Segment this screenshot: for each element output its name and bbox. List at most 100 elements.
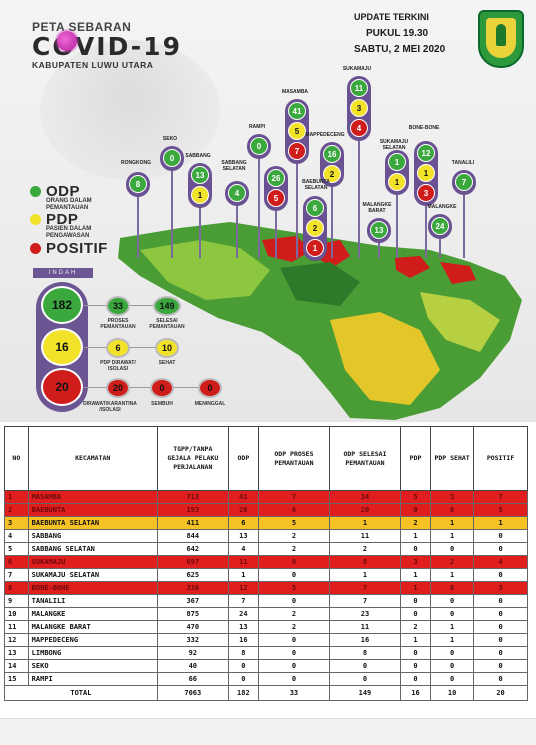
table-cell: SABBANG: [27, 529, 158, 543]
table-cell: 1: [328, 516, 401, 530]
table-cell: 11: [4, 620, 29, 634]
total-cell: TOTAL: [4, 685, 158, 701]
pin-stick: [137, 193, 139, 258]
pin-value: 41: [288, 102, 306, 120]
legend-pdp-label: PDP: [46, 211, 79, 228]
pin-label: MASAMBA: [281, 89, 309, 95]
table-cell: SUKAMAJU SELATAN: [27, 568, 158, 582]
district-pin: 41 5 7: [285, 99, 309, 164]
table-cell: 6: [4, 555, 29, 569]
table-cell: RAMPI: [27, 672, 158, 686]
table-cell: 332: [156, 633, 229, 647]
column-header: KECAMATAN: [27, 426, 158, 491]
table-cell: 6: [227, 516, 259, 530]
connector-line: [84, 387, 214, 388]
district-pin: 0: [247, 134, 271, 159]
district-pin: 26 5: [264, 166, 288, 211]
pin-value: 3: [350, 99, 368, 117]
district-pin: 8: [126, 172, 150, 197]
table-cell: 0: [257, 659, 330, 673]
district-pin: 12 1 3: [414, 141, 438, 206]
column-header: NO: [4, 426, 29, 491]
map-region-dark: [280, 262, 360, 306]
pin-value: 7: [288, 142, 306, 160]
table-cell: 11: [328, 620, 401, 634]
table-cell: 0: [257, 555, 330, 569]
column-header: PDP: [399, 426, 432, 491]
pin-label: BONE-BONE: [408, 125, 440, 131]
odp-proses-circle: 33: [106, 296, 130, 316]
pin-value: 1: [417, 164, 435, 182]
table-cell: 13: [4, 646, 29, 660]
table-cell: 0: [430, 581, 475, 595]
table-row: 15 RAMPI 66 0 0 0 0 0 0: [4, 672, 528, 686]
table-cell: 16: [328, 633, 401, 647]
table-cell: 0: [430, 607, 475, 621]
table-cell: 3: [4, 516, 29, 530]
table-cell: 0: [430, 594, 475, 608]
table-cell: 1: [399, 633, 432, 647]
pin-label: RAMPI: [248, 124, 266, 130]
red-dot-icon: [30, 243, 41, 254]
table-cell: LIMBONG: [27, 646, 158, 660]
pin-label: RONGKONG: [121, 160, 151, 166]
title-kabupaten: KABUPATEN LUWU UTARA: [32, 60, 154, 70]
district-pin: 13: [367, 218, 391, 243]
table-cell: 2: [399, 516, 432, 530]
table-cell: 15: [4, 672, 29, 686]
table-cell: 13: [227, 529, 259, 543]
table-cell: 0: [473, 542, 528, 556]
pin-stick: [358, 137, 360, 258]
table-cell: 2: [4, 503, 29, 517]
pin-stick: [439, 235, 441, 258]
table-row: 12 MAPPEDECENG 332 16 0 16 1 1 0: [4, 633, 528, 647]
legend-odp: ODP: [30, 183, 80, 200]
table-cell: 0: [473, 646, 528, 660]
table-cell: 2: [430, 555, 475, 569]
pin-label: BAEBUNTA SELATAN: [302, 179, 330, 191]
table-cell: 34: [328, 490, 401, 504]
total-cell: 149: [328, 685, 401, 701]
data-table-wrap: NO KECAMATAN TGPP/TANPA GEJALA PELAKU PERJ…: [4, 426, 528, 701]
pin-stick: [463, 191, 465, 258]
pin-value: 12: [417, 144, 435, 162]
pin-value: 1: [191, 186, 209, 204]
pin-stick: [171, 167, 173, 258]
title-block: PETA SEBARAN COVID-19 KABUPATEN LUWU UTA…: [32, 20, 182, 70]
table-cell: 8: [227, 646, 259, 660]
table-cell: 367: [156, 594, 229, 608]
table-cell: 24: [227, 607, 259, 621]
table-cell: SUKAMAJU: [27, 555, 158, 569]
pin-stick: [396, 191, 398, 258]
table-cell: 0: [473, 659, 528, 673]
column-header: PDP SEHAT: [430, 426, 475, 491]
table-cell: 8: [328, 555, 401, 569]
table-cell: 5: [257, 581, 330, 595]
table-row: 4 SABBANG 844 13 2 11 1 1 0: [4, 529, 528, 543]
district-data-table: NO KECAMATAN TGPP/TANPA GEJALA PELAKU PERJ…: [4, 426, 528, 701]
positif-dirawat-circle: 20: [106, 378, 130, 398]
virus-icon: [57, 31, 77, 51]
table-cell: 1: [227, 568, 259, 582]
legend-positif: POSITIF: [30, 240, 108, 257]
pin-value: 3: [417, 184, 435, 202]
pin-stick: [425, 202, 427, 258]
table-cell: 0: [328, 672, 401, 686]
table-cell: MASAMBA: [27, 490, 158, 504]
pin-stick: [331, 183, 333, 258]
table-cell: 7: [473, 490, 528, 504]
table-cell: 5: [399, 490, 432, 504]
table-cell: 0: [473, 594, 528, 608]
district-pin: 0: [160, 146, 184, 171]
luwu-utara-emblem-icon: [478, 10, 524, 68]
table-cell: 8: [4, 581, 29, 595]
pin-value: 6: [306, 199, 324, 217]
table-cell: 7: [328, 594, 401, 608]
table-cell: 14: [4, 659, 29, 673]
table-cell: 844: [156, 529, 229, 543]
odp-proses-label: PROSES PEMANTAUAN: [100, 318, 136, 330]
table-cell: 6: [257, 503, 330, 517]
map-region-yellow: [330, 312, 440, 405]
table-cell: 697: [156, 555, 229, 569]
table-cell: 40: [156, 659, 229, 673]
